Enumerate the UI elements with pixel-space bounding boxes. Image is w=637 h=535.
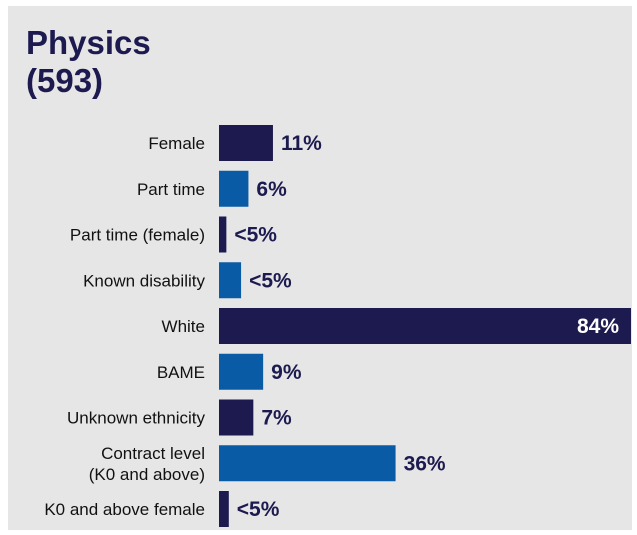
category-label: BAME: [157, 363, 205, 382]
chart-title: Physics (593): [26, 24, 151, 100]
bar: [219, 445, 396, 482]
bar: [219, 399, 254, 436]
bar: [219, 491, 229, 527]
category-label: Part time: [137, 180, 205, 199]
category-label: Contract level (K0 and above): [89, 444, 205, 484]
value-label: <5%: [237, 498, 280, 521]
value-label: 6%: [256, 178, 287, 201]
bar: [219, 216, 227, 253]
category-label: Part time (female): [70, 226, 205, 245]
value-label: 11%: [281, 132, 322, 155]
category-label: K0 and above female: [44, 500, 205, 519]
category-label: Unknown ethnicity: [67, 409, 205, 428]
category-label: White: [162, 317, 205, 336]
bar: [219, 353, 264, 390]
value-label: <5%: [234, 224, 277, 247]
chart-panel: Physics (593): [8, 6, 632, 530]
value-label: 9%: [271, 361, 302, 384]
bar: [219, 125, 273, 161]
bar: [219, 170, 249, 207]
value-label: 7%: [261, 407, 292, 430]
value-label: 84%: [577, 315, 619, 338]
subtitle-count: (593): [26, 62, 104, 99]
bar: [219, 262, 242, 299]
bar: [219, 308, 631, 344]
title-text: Physics: [26, 24, 151, 61]
value-label: 36%: [404, 452, 446, 475]
value-label: <5%: [249, 269, 292, 292]
category-label: Known disability: [83, 271, 205, 290]
category-label: Female: [148, 134, 205, 153]
